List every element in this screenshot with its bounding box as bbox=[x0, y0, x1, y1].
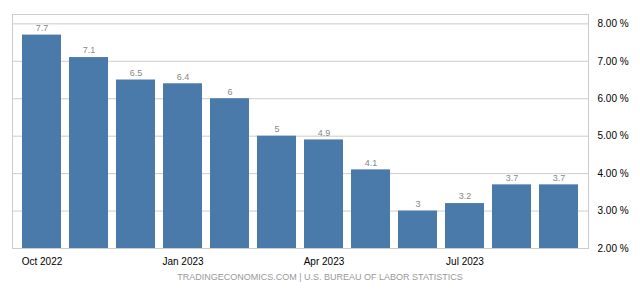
svg-text:6.4: 6.4 bbox=[177, 72, 190, 82]
svg-text:7.1: 7.1 bbox=[83, 45, 96, 55]
svg-text:3.00 %: 3.00 % bbox=[598, 205, 629, 216]
svg-text:6: 6 bbox=[227, 87, 232, 97]
svg-text:5: 5 bbox=[274, 124, 279, 134]
svg-text:7.00 %: 7.00 % bbox=[598, 56, 629, 67]
svg-text:Oct 2022: Oct 2022 bbox=[22, 256, 63, 267]
html-text:TRADINGECONOMICS.COM | U.S. BU: TRADINGECONOMICS.COM | U.S. BUREAU OF LA… bbox=[177, 272, 463, 282]
svg-text:Jul 2023: Jul 2023 bbox=[446, 256, 484, 267]
svg-text:4.9: 4.9 bbox=[318, 128, 331, 138]
svg-text:6.5: 6.5 bbox=[130, 68, 143, 78]
svg-text:3.7: 3.7 bbox=[506, 173, 519, 183]
svg-text:4.1: 4.1 bbox=[365, 158, 378, 168]
svg-text:4.00 %: 4.00 % bbox=[598, 168, 629, 179]
svg-text:2.00 %: 2.00 % bbox=[598, 243, 629, 254]
svg-text:3: 3 bbox=[415, 199, 420, 209]
svg-text:7.7: 7.7 bbox=[36, 23, 49, 33]
svg-text:Jan 2023: Jan 2023 bbox=[162, 256, 204, 267]
svg-text:Apr 2023: Apr 2023 bbox=[304, 256, 345, 267]
svg-text:5.00 %: 5.00 % bbox=[598, 130, 629, 141]
svg-text:6.00 %: 6.00 % bbox=[598, 93, 629, 104]
svg-text:8.00 %: 8.00 % bbox=[598, 18, 629, 29]
svg-text:3.7: 3.7 bbox=[553, 173, 566, 183]
svg-text:3.2: 3.2 bbox=[459, 191, 472, 201]
